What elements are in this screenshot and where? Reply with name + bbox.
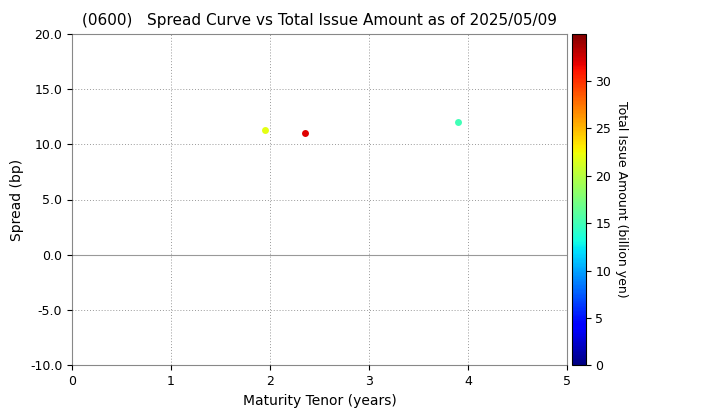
Point xyxy=(299,130,310,136)
Title: (0600)   Spread Curve vs Total Issue Amount as of 2025/05/09: (0600) Spread Curve vs Total Issue Amoun… xyxy=(82,13,557,28)
Y-axis label: Total Issue Amount (billion yen): Total Issue Amount (billion yen) xyxy=(615,101,628,298)
Y-axis label: Spread (bp): Spread (bp) xyxy=(10,158,24,241)
Point xyxy=(259,126,271,133)
X-axis label: Maturity Tenor (years): Maturity Tenor (years) xyxy=(243,394,397,408)
Point xyxy=(452,119,464,126)
